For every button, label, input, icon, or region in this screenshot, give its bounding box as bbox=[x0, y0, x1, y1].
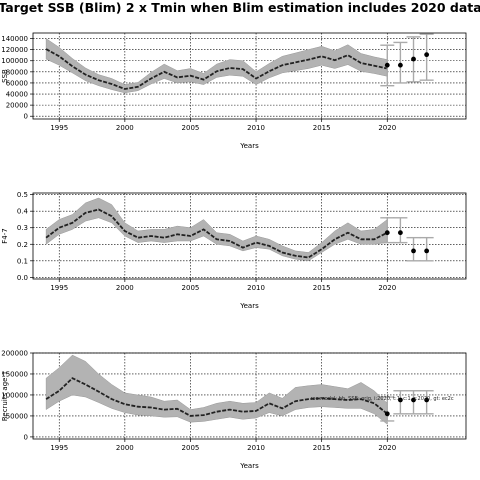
projection-point bbox=[411, 248, 416, 254]
confidence-band bbox=[45, 197, 388, 262]
x-tick-label: 2000 bbox=[116, 124, 134, 132]
y-tick-label: 0.4 bbox=[17, 208, 29, 216]
y-tick-label: 60000 bbox=[6, 79, 28, 87]
y-axis-label: SSB bbox=[1, 69, 9, 83]
x-tick-label: 2000 bbox=[116, 444, 134, 452]
y-axis-label: Recruits age 1 bbox=[1, 371, 9, 421]
x-tick-label: 2010 bbox=[247, 124, 265, 132]
projection-point bbox=[424, 397, 430, 403]
x-tick-label: 2015 bbox=[313, 284, 331, 292]
y-tick-label: 0.1 bbox=[17, 257, 28, 265]
x-tick-label: 2015 bbox=[313, 124, 331, 132]
axes-frame bbox=[32, 352, 467, 440]
y-tick-label: 100000 bbox=[1, 391, 28, 399]
panel-3: 1995 2000 2005 2010 2015 2020 0 50000 100000 1500… bbox=[1, 350, 467, 470]
x-tick-label: 2020 bbox=[378, 124, 396, 132]
confidence-band bbox=[45, 38, 388, 94]
x-tick-label: 1995 bbox=[50, 284, 68, 292]
projection-point bbox=[384, 230, 390, 236]
projection-point bbox=[397, 397, 403, 403]
estimate-line bbox=[45, 208, 388, 259]
x-tick-label: 2005 bbox=[182, 124, 200, 132]
x-tick-label: 1995 bbox=[50, 444, 68, 452]
confidence-band bbox=[45, 354, 388, 425]
x-tick-label: 2020 bbox=[378, 444, 396, 452]
y-tick-label: 120000 bbox=[1, 46, 28, 54]
x-axis-label: Years bbox=[239, 462, 259, 470]
x-tick-label: 2005 bbox=[182, 284, 200, 292]
x-tick-label: 2000 bbox=[116, 284, 134, 292]
x-tick-label: 2010 bbox=[247, 284, 265, 292]
estimate-line bbox=[45, 377, 388, 417]
y-tick-label: 0 bbox=[24, 113, 28, 121]
y-tick-label: 0.3 bbox=[17, 224, 28, 232]
panel-1: 1995 2000 2005 2010 2015 2020 0 20000 40000 60000… bbox=[1, 32, 467, 150]
projection-point bbox=[411, 397, 416, 403]
y-tick-label: 50000 bbox=[6, 412, 28, 420]
projection-point bbox=[424, 52, 430, 58]
x-tick-label: 2005 bbox=[182, 444, 200, 452]
y-tick-label: 150000 bbox=[1, 370, 28, 378]
y-tick-label: 80000 bbox=[6, 68, 28, 76]
figure-title: Target SSB (Blim) 2 x Tmin when Blim est… bbox=[0, 0, 480, 15]
x-tick-label: 2020 bbox=[378, 284, 396, 292]
y-tick-label: 20000 bbox=[6, 102, 28, 110]
y-tick-label: 0.5 bbox=[17, 191, 28, 199]
model-annotation: rec.model: bh, SSB: orig, i:2020, t:1, c… bbox=[310, 396, 453, 402]
estimate-line bbox=[45, 48, 388, 90]
y-tick-label: 0.2 bbox=[17, 241, 28, 249]
x-axis-label: Years bbox=[239, 142, 259, 150]
x-tick-label: 2015 bbox=[313, 444, 331, 452]
x-axis-label: Years bbox=[239, 302, 259, 310]
projection-point bbox=[397, 62, 403, 68]
projection-point bbox=[411, 56, 416, 62]
x-tick-label: 2010 bbox=[247, 444, 265, 452]
x-tick-label: 1995 bbox=[50, 124, 68, 132]
y-tick-label: 100000 bbox=[1, 57, 28, 65]
axes-frame bbox=[32, 192, 467, 280]
y-tick-label: 0.0 bbox=[17, 274, 28, 282]
panel-2: 1995 2000 2005 2010 2015 2020 0.0 0.1 0.2 0.3 0.4 0… bbox=[1, 191, 467, 310]
y-axis-label: F4-7 bbox=[1, 228, 9, 243]
projection-point bbox=[384, 62, 390, 68]
y-tick-label: 140000 bbox=[1, 35, 28, 43]
y-tick-label: 40000 bbox=[6, 91, 28, 99]
y-tick-label: 200000 bbox=[1, 350, 28, 358]
projection-point bbox=[397, 230, 403, 236]
axes-frame bbox=[32, 32, 467, 120]
projection-point bbox=[424, 248, 430, 254]
projection-point bbox=[384, 411, 390, 417]
y-tick-label: 0 bbox=[24, 433, 28, 441]
